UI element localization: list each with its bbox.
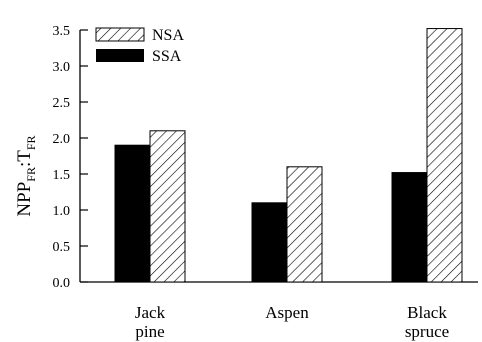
bar-nsa	[426, 28, 463, 283]
bar-nsa	[149, 130, 186, 283]
category-label: Jack	[135, 303, 166, 322]
y-axis-label: NPPFR:TFR	[14, 135, 38, 216]
category-label: spruce	[405, 322, 449, 341]
y-tick-label: 1.0	[53, 204, 71, 219]
legend-swatch-nsa	[95, 27, 145, 42]
category-label: pine	[135, 322, 164, 341]
legend-label-ssa: SSA	[152, 48, 182, 65]
y-tick-label: 0.5	[53, 240, 71, 255]
legend-label-nsa: NSA	[152, 27, 184, 44]
category-label: Black	[407, 303, 447, 322]
y-tick-label: 2.0	[53, 132, 71, 147]
bar-ssa	[251, 202, 288, 283]
y-label-sub1: FR	[24, 167, 38, 182]
y-label-sep: :T	[14, 150, 35, 167]
bars	[114, 28, 463, 283]
svg-text:NPPFR:TFR: NPPFR:TFR	[14, 135, 38, 216]
y-label-base: NPP	[14, 182, 35, 217]
y-label-sub2: FR	[24, 135, 38, 150]
legend: NSA SSA	[95, 27, 184, 65]
bar-ssa	[114, 144, 151, 283]
bar-ssa	[391, 172, 428, 283]
category-label: Aspen	[265, 303, 309, 322]
y-tick-label: 2.5	[53, 96, 71, 111]
y-tick-label: 0.0	[53, 276, 71, 291]
y-tick-label: 1.5	[53, 168, 71, 183]
bar-nsa	[286, 166, 323, 283]
y-tick-label: 3.0	[53, 60, 71, 75]
y-tick-label: 3.5	[53, 24, 71, 39]
y-ticks: 0.0 0.5 1.0 1.5 2.0 2.5 3.0 3.5	[53, 24, 88, 291]
legend-swatch-ssa	[96, 49, 144, 62]
